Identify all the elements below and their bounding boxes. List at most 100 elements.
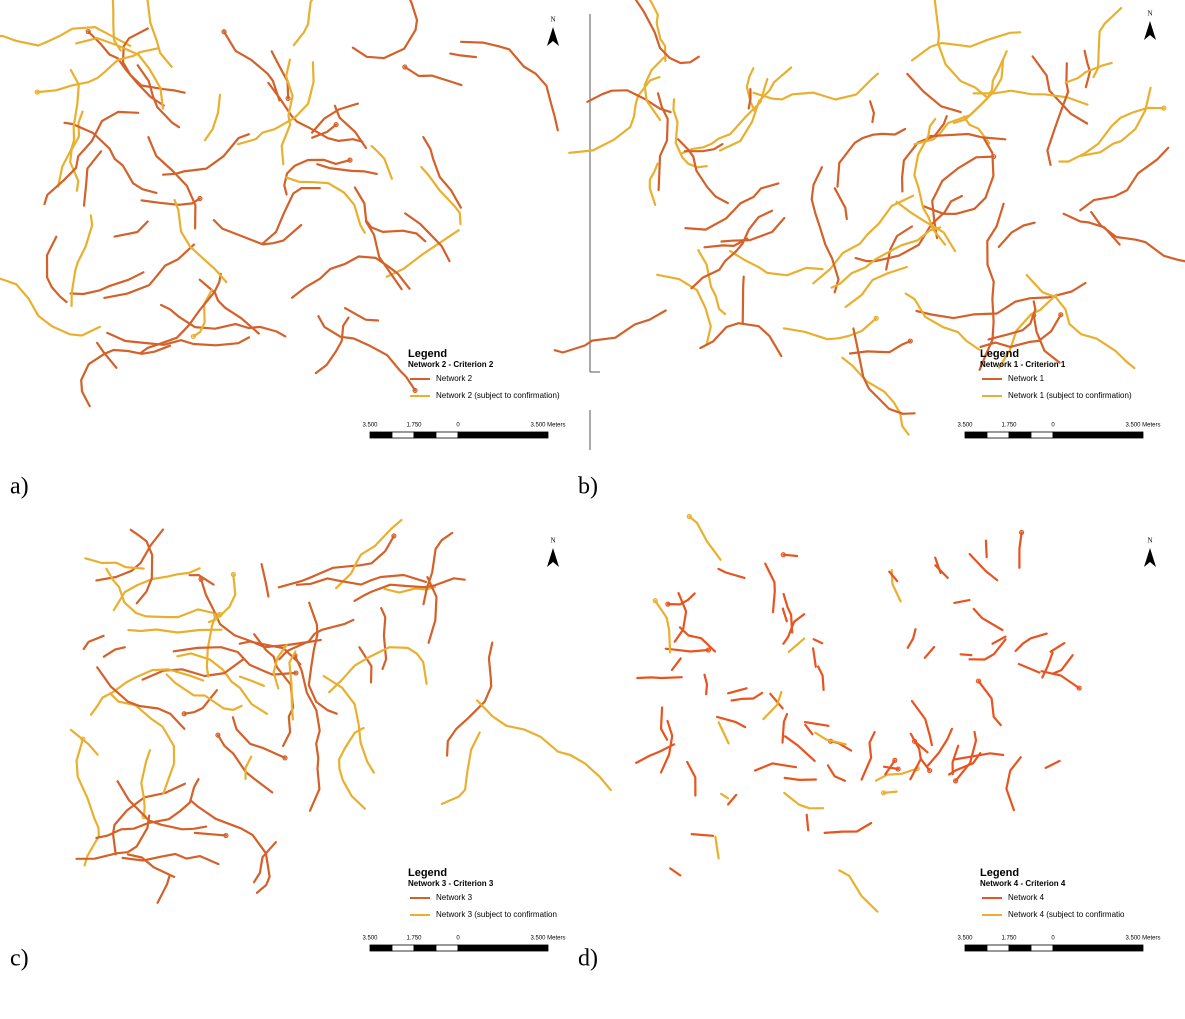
network-line	[685, 183, 778, 229]
network-line	[661, 708, 667, 740]
network-line	[886, 227, 912, 270]
map-panel: NLegendNetwork 3 - Criterion 3Network 3N…	[71, 520, 611, 951]
network-line	[209, 575, 236, 623]
network-line	[870, 101, 874, 122]
network-line	[666, 649, 709, 652]
scale-segment	[370, 945, 392, 951]
map-panel: NLegendNetwork 1 - Criterion 1Network 1N…	[555, 0, 1185, 438]
network-line	[381, 608, 386, 669]
network-line	[85, 558, 143, 568]
network-line	[705, 675, 708, 695]
network-line	[161, 305, 285, 336]
north-arrow	[547, 548, 559, 567]
scale-label: 0	[1051, 936, 1055, 942]
network-line	[1046, 761, 1060, 768]
network-line	[961, 654, 972, 655]
network-line	[45, 112, 139, 204]
network-line	[148, 137, 195, 228]
network-line	[721, 794, 728, 798]
scale-segment	[1009, 945, 1031, 951]
network-line	[274, 645, 287, 688]
network-line	[450, 54, 476, 58]
network-line	[263, 188, 320, 243]
network-line	[97, 343, 116, 368]
legend-subtitle: Network 3 - Criterion 3	[408, 879, 494, 888]
network-line	[912, 701, 932, 745]
network-line	[637, 677, 682, 678]
network-line	[815, 733, 846, 745]
network-line	[1006, 757, 1020, 810]
network-line	[1042, 671, 1080, 688]
network-line	[935, 565, 947, 578]
legend-subtitle: Network 4 - Criterion 4	[980, 879, 1066, 888]
network-line	[675, 593, 686, 642]
network-line	[292, 257, 410, 298]
network-line	[84, 636, 104, 649]
network-line	[650, 164, 658, 205]
north-arrow	[1144, 21, 1156, 40]
legend-title: Legend	[408, 867, 447, 879]
legend-item: Network 2 (subject to confirmation)	[436, 391, 560, 400]
network-line	[828, 765, 845, 780]
north-arrow	[547, 27, 559, 46]
north-label: N	[1147, 10, 1152, 18]
scale-segment	[414, 945, 436, 951]
scale-segment	[436, 432, 458, 438]
network-line	[839, 870, 877, 911]
panel-label: d)	[578, 946, 598, 972]
network-line	[692, 834, 713, 836]
scale-label: 1.750	[1001, 936, 1017, 942]
network-line	[825, 823, 872, 833]
network-line	[927, 729, 952, 767]
network-line	[932, 157, 993, 238]
scale-label: 3.500	[957, 936, 973, 942]
network-line	[115, 222, 148, 237]
panel-label: c)	[10, 946, 29, 972]
scale-label: 1.750	[406, 936, 422, 942]
legend-item: Network 4	[1008, 893, 1045, 902]
network-line	[262, 564, 269, 596]
legend-title: Legend	[408, 348, 447, 360]
network-line	[974, 609, 1003, 630]
scale-label: 3.500 Meters	[1125, 423, 1160, 429]
network-line	[123, 29, 185, 93]
network-line	[784, 318, 876, 339]
network-line	[405, 213, 449, 261]
network-line	[77, 739, 99, 865]
network-line	[719, 569, 745, 578]
legend-item: Network 3	[436, 893, 473, 902]
network-line	[1051, 643, 1065, 652]
network-line	[205, 95, 220, 141]
scale-label: 3.500	[362, 936, 378, 942]
legend-item: Network 1 (subject to confirmation)	[1008, 391, 1132, 400]
network-line	[97, 667, 184, 728]
legend-subtitle: Network 1 - Criterion 1	[980, 360, 1066, 369]
network-line	[297, 575, 426, 585]
scale-segment	[987, 432, 1009, 438]
network-line	[805, 722, 829, 726]
panel-label: b)	[578, 474, 598, 500]
network-line	[1047, 63, 1068, 165]
network-line	[190, 800, 269, 893]
network-line	[405, 67, 462, 85]
network-line	[317, 164, 377, 174]
network-line	[672, 658, 681, 670]
scale-segment	[436, 945, 458, 951]
north-label: N	[550, 16, 555, 24]
network-line	[835, 188, 847, 219]
network-line	[1091, 212, 1185, 284]
network-line	[0, 278, 100, 336]
north-label: N	[1147, 537, 1152, 545]
network-line	[970, 639, 1006, 659]
scale-segment	[1009, 432, 1031, 438]
network-line	[783, 609, 787, 622]
network-line	[104, 245, 194, 298]
network-line	[128, 630, 221, 633]
scale-segment	[392, 945, 414, 951]
network-line	[1019, 532, 1021, 567]
network-line	[309, 603, 337, 714]
network-line	[461, 42, 558, 131]
panel-label: a)	[10, 474, 29, 500]
scale-label: 3.500 Meters	[530, 936, 565, 942]
network-line	[47, 237, 67, 302]
